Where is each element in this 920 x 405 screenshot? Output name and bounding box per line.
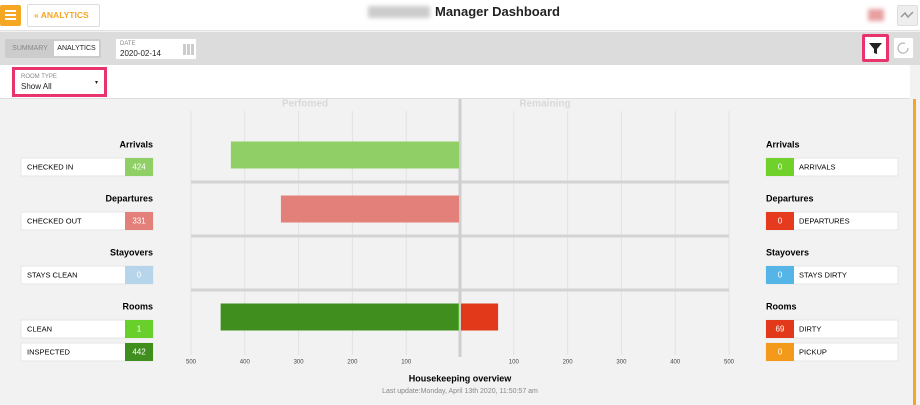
x-tick-label: 500 — [186, 360, 197, 366]
item-value: 331 — [132, 217, 146, 226]
item-value: 0 — [137, 271, 142, 280]
scroll-indicator — [913, 99, 916, 405]
item-value: 424 — [132, 163, 146, 172]
date-field[interactable]: DATE 2020-02-14 — [115, 38, 197, 60]
bar — [230, 141, 459, 169]
menu-button[interactable] — [0, 5, 21, 26]
right-title: Remaining — [519, 99, 570, 110]
item-value: 0 — [778, 348, 783, 357]
filter-icon — [869, 43, 882, 54]
x-tick-label: 500 — [724, 360, 735, 366]
item-value: 0 — [778, 163, 783, 172]
select-label: ROOM TYPE — [21, 74, 57, 80]
chart-subtitle: Last update:Monday, April 13th 2020, 11:… — [382, 388, 538, 395]
toolbar: SUMMARY ANALYTICS DATE 2020-02-14 — [0, 32, 920, 65]
value-badge — [766, 212, 794, 230]
tab-active[interactable]: ANALYTICS — [54, 41, 99, 56]
blurred-text — [368, 6, 430, 18]
item-label: STAYS DIRTY — [799, 270, 847, 279]
bar — [458, 303, 459, 331]
tab[interactable]: SUMMARY — [12, 45, 48, 52]
group-title: Arrivals — [119, 139, 153, 149]
x-tick-label: 200 — [563, 360, 574, 366]
item-label: PICKUP — [799, 347, 827, 356]
value-badge — [125, 343, 153, 361]
filter-panel: ROOM TYPE Show All ▾ — [0, 65, 910, 99]
value-badge — [125, 320, 153, 338]
x-tick-label: 300 — [294, 360, 305, 366]
group-title: Rooms — [122, 301, 153, 311]
x-tick-label: 400 — [670, 360, 681, 366]
left-title: Perfomed — [282, 99, 328, 110]
value-badge — [125, 266, 153, 284]
group-title: Arrivals — [766, 139, 800, 149]
tab-group: SUMMARY ANALYTICS — [5, 39, 101, 58]
back-label: ANALYTICS — [40, 10, 89, 20]
group-title: Stayovers — [766, 247, 809, 257]
back-button[interactable]: « ANALYTICS — [27, 4, 100, 27]
filter-button[interactable] — [862, 34, 889, 62]
x-tick-label: 100 — [401, 360, 412, 366]
item-value: 442 — [132, 348, 146, 357]
refresh-button[interactable] — [893, 37, 914, 59]
group-title: Stayovers — [110, 247, 153, 257]
value-badge — [766, 320, 794, 338]
chart-title: Housekeeping overview — [409, 373, 513, 383]
bar — [461, 303, 499, 331]
refresh-icon — [897, 42, 909, 54]
x-tick-label: 400 — [240, 360, 251, 366]
chart: Perfomed Remaining Housekeeping overview… — [20, 99, 899, 395]
top-bar: « ANALYTICS Manager Dashboard — [0, 0, 920, 31]
dropdown-arrow: ▾ — [95, 80, 99, 86]
activity-icon — [900, 11, 914, 19]
item-label: DIRTY — [799, 324, 821, 333]
item-value: 0 — [778, 217, 783, 226]
page-title: Manager Dashboard — [435, 4, 560, 19]
date-label: DATE — [120, 41, 136, 47]
value-badge — [766, 158, 794, 176]
item-label: CHECKED OUT — [27, 216, 82, 225]
item-label: ARRIVALS — [799, 162, 836, 171]
bar — [220, 303, 459, 331]
group-title: Departures — [766, 193, 814, 203]
avatar[interactable] — [868, 9, 884, 21]
x-tick-label: 100 — [509, 360, 520, 366]
select-value: Show All — [21, 82, 52, 91]
calendar-icon — [183, 44, 194, 55]
value-badge — [125, 212, 153, 230]
value-badge — [766, 343, 794, 361]
item-label: INSPECTED — [27, 347, 71, 356]
group-title: Rooms — [766, 301, 797, 311]
bar — [280, 195, 459, 223]
item-label: CLEAN — [27, 324, 52, 333]
item-value: 0 — [778, 271, 783, 280]
item-value: 1 — [137, 325, 142, 334]
date-value: 2020-02-14 — [120, 49, 161, 58]
value-badge — [766, 266, 794, 284]
x-tick-label: 200 — [347, 360, 358, 366]
item-label: DEPARTURES — [799, 216, 850, 225]
item-label: STAYS CLEAN — [27, 270, 78, 279]
x-tick-label: 300 — [616, 360, 627, 366]
room-type-select[interactable]: ROOM TYPE Show All ▾ — [12, 67, 107, 97]
item-value: 69 — [776, 325, 785, 334]
item-label: CHECKED IN — [27, 162, 73, 171]
activity-button[interactable] — [897, 5, 918, 26]
group-title: Departures — [105, 193, 153, 203]
value-badge — [125, 158, 153, 176]
